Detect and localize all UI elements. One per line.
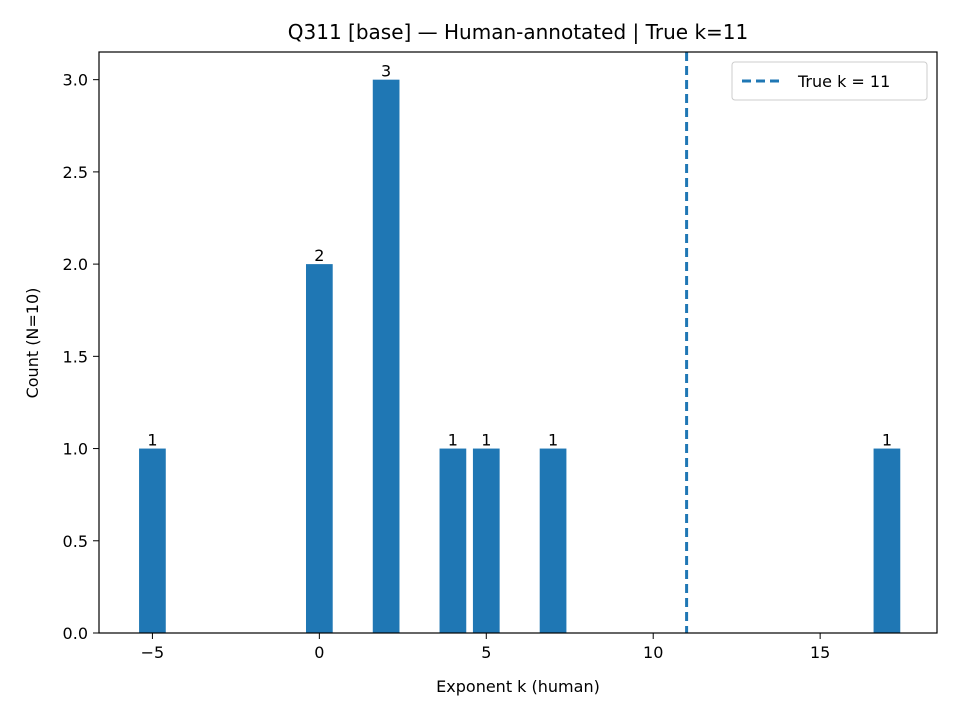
bar-k-7 (539, 448, 567, 633)
x-tick-label: 10 (643, 643, 663, 662)
bar-value-label: 2 (314, 246, 324, 265)
y-tick-label: 1.0 (63, 440, 88, 459)
bar-value-label: 1 (548, 431, 558, 450)
y-tick-label: 0.5 (63, 532, 88, 551)
bar-k-4 (439, 448, 467, 633)
bar-value-label: 1 (882, 431, 892, 450)
y-tick-label: 0.0 (63, 624, 88, 643)
bar-labels-group: 1 2 3 1 1 1 1 (147, 62, 892, 450)
y-tick-label: 2.0 (63, 255, 88, 274)
bar-value-label: 1 (481, 431, 491, 450)
x-tick-label: −5 (141, 643, 165, 662)
bar-value-label: 1 (147, 431, 157, 450)
bars-group (139, 79, 901, 633)
bar-k-2 (372, 79, 400, 633)
plot-area-frame (98, 51, 938, 634)
chart-title: Q311 [base] — Human-annotated | True k=1… (288, 20, 748, 44)
y-axis-ticks: 0.0 0.5 1.0 1.5 2.0 2.5 3.0 (63, 71, 99, 643)
bar-value-label: 3 (381, 62, 391, 81)
legend-box (731, 61, 928, 101)
y-tick-label: 3.0 (63, 71, 88, 90)
legend-label: True k = 11 (797, 72, 890, 91)
x-axis-label: Exponent k (human) (436, 677, 600, 696)
x-axis-ticks: −5 0 5 10 15 (141, 633, 830, 662)
x-tick-label: 5 (481, 643, 491, 662)
legend: True k = 11 (731, 61, 928, 101)
bar-k-5 (472, 448, 500, 633)
bar-value-label: 1 (448, 431, 458, 450)
y-axis-label: Count (N=10) (23, 288, 42, 399)
y-tick-label: 1.5 (63, 347, 88, 366)
x-tick-label: 0 (314, 643, 324, 662)
bar-k-17 (873, 448, 901, 633)
bar-k-0 (305, 264, 333, 633)
bar-k--5 (139, 448, 166, 633)
x-tick-label: 15 (810, 643, 830, 662)
y-tick-label: 2.5 (63, 163, 88, 182)
